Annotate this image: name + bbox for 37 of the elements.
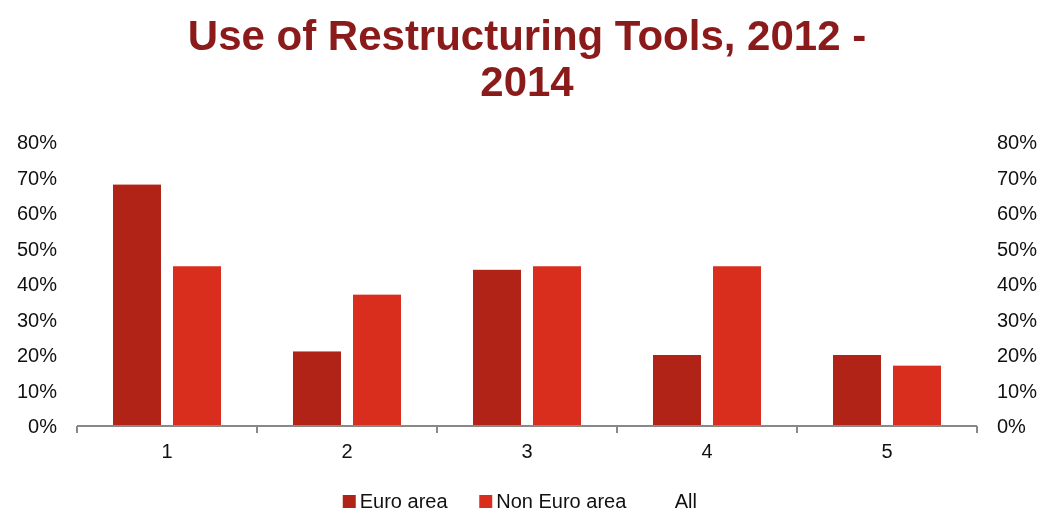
bar <box>293 351 341 426</box>
x-tick-label: 4 <box>701 440 713 462</box>
y-tick-label: 10% <box>16 379 58 402</box>
y-tick-label: 40% <box>16 273 58 295</box>
y2-tick-label: 70% <box>997 166 1038 189</box>
y-tick-label: 60% <box>16 202 58 224</box>
y-tick-label: 20% <box>16 344 58 366</box>
y2-tick-label: 20% <box>997 344 1038 366</box>
y-tick-label: 80% <box>16 131 58 153</box>
x-tick-label: 2 <box>341 440 353 462</box>
bar <box>653 355 701 426</box>
bar <box>833 355 881 426</box>
y2-tick-label: 60% <box>997 202 1038 224</box>
y2-tick-label: 10% <box>997 379 1038 402</box>
y2-tick-label: 0% <box>997 415 1027 437</box>
y2-tick-label: 80% <box>997 131 1038 153</box>
y-tick-label: 50% <box>16 237 58 260</box>
y-tick-label: 70% <box>16 166 58 189</box>
bar <box>533 266 581 426</box>
y2-tick-label: 50% <box>997 237 1038 260</box>
x-tick-label: 5 <box>881 440 893 462</box>
bar <box>893 365 941 426</box>
bar <box>113 184 161 426</box>
x-tick-label: 3 <box>521 440 533 462</box>
chart-title: Use of Restructuring Tools, 2012 - 2014 <box>187 12 867 105</box>
legend-label: Euro area <box>359 490 449 512</box>
bar <box>473 269 521 426</box>
bar <box>173 266 221 426</box>
y-tick-label: 30% <box>16 308 58 331</box>
y-tick-label: 0% <box>28 415 58 437</box>
bar <box>713 266 761 426</box>
x-tick-label: 1 <box>161 440 173 462</box>
y2-tick-label: 40% <box>997 273 1038 295</box>
y2-tick-label: 30% <box>997 308 1038 331</box>
legend-label: Non Euro area <box>496 490 628 512</box>
text: All <box>674 490 697 512</box>
bar <box>353 294 401 426</box>
